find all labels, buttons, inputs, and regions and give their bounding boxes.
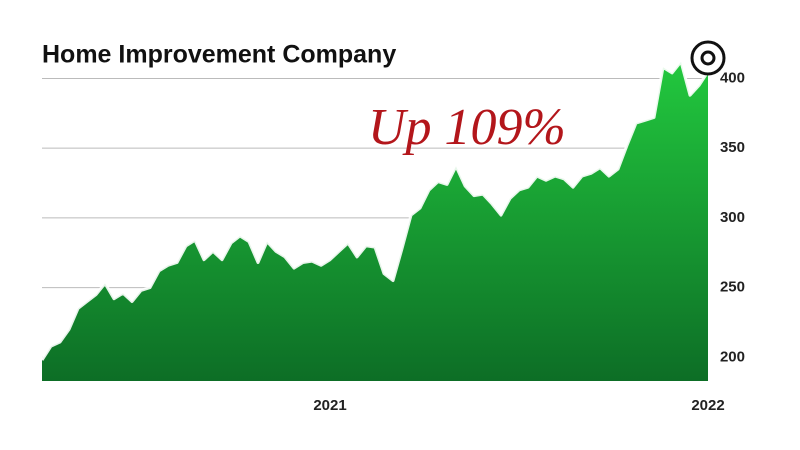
line xyxy=(40,60,710,361)
end-marker-dot xyxy=(700,50,716,66)
y-tick-label: 300 xyxy=(720,209,745,226)
y-tick-label: 350 xyxy=(720,139,745,156)
end-marker xyxy=(690,40,726,76)
x-tick-label: 2021 xyxy=(313,397,346,414)
area xyxy=(42,61,708,381)
y-tick-label: 250 xyxy=(720,279,745,296)
x-tick-label: 2022 xyxy=(691,397,724,414)
y-tick-label: 400 xyxy=(720,69,745,86)
chart-title: Home Improvement Company xyxy=(42,41,396,69)
y-tick-label: 200 xyxy=(720,348,745,365)
annotation: Up 109% xyxy=(368,99,566,156)
